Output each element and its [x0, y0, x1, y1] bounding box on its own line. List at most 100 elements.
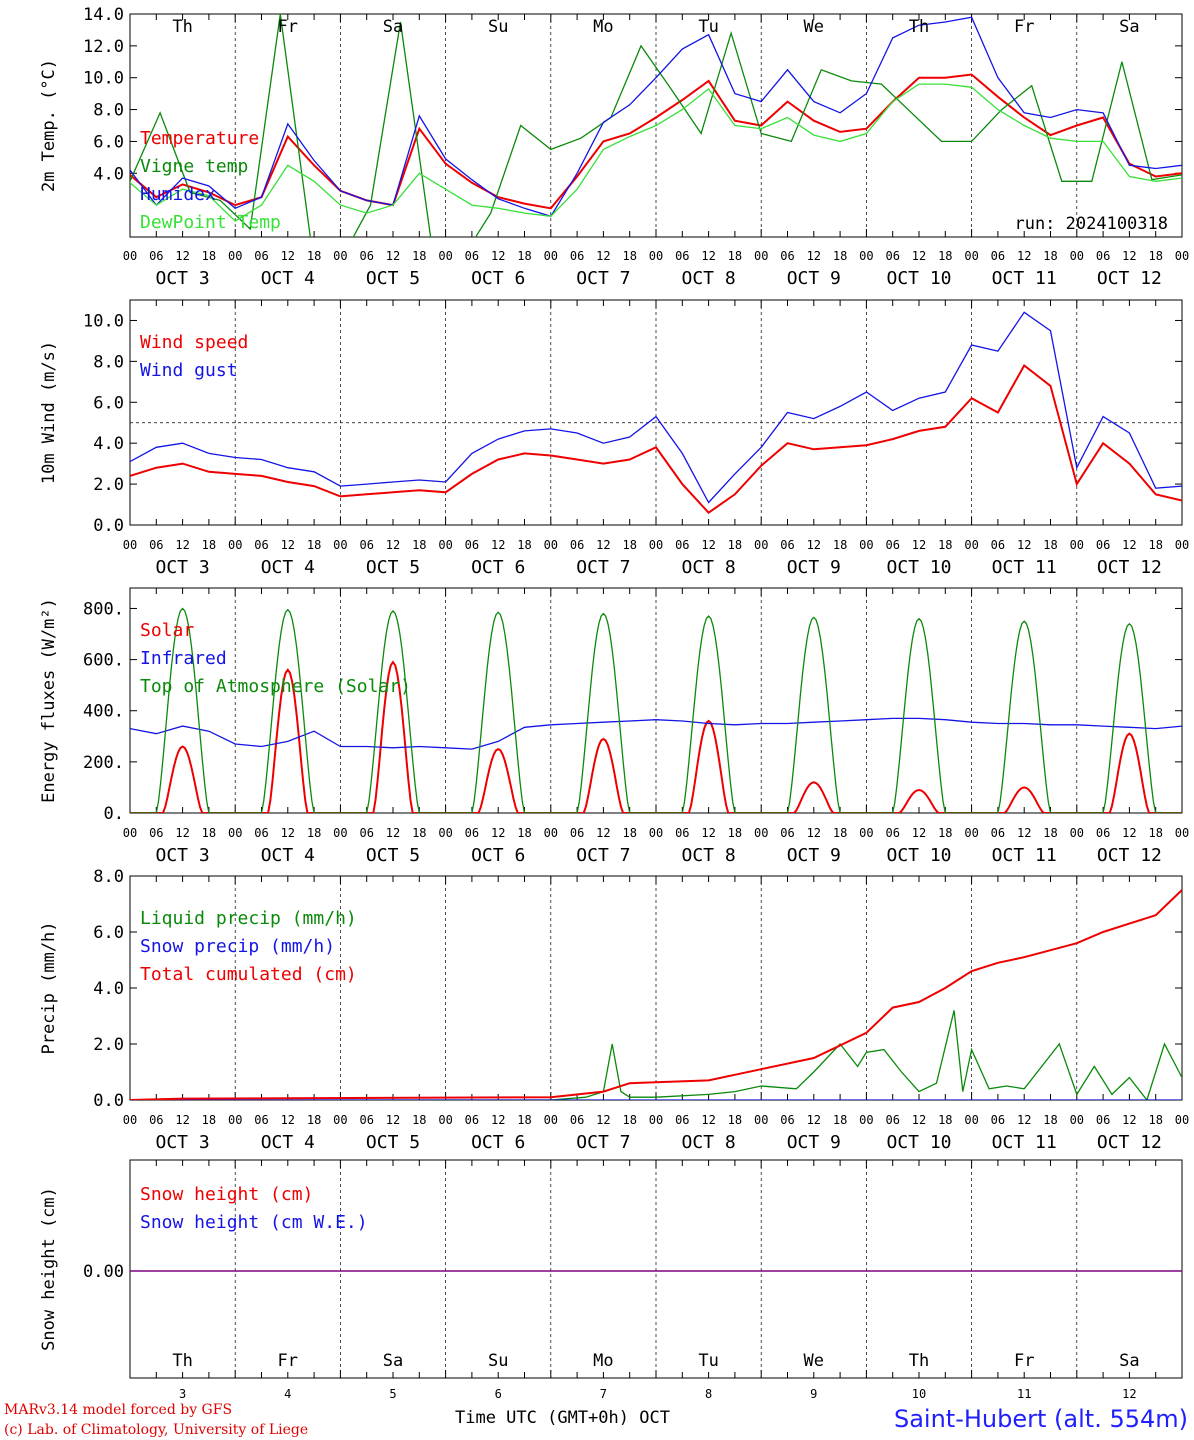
weekday-label: Sa: [1119, 17, 1139, 37]
hour-label: 00: [754, 826, 768, 840]
day-number: 10: [912, 1387, 926, 1401]
day-number: 6: [495, 1387, 502, 1401]
panel-2: 0.0 2.0 4.0 6.0 8.0 10.0 10m Wind (m/s) Wind sp…: [39, 299, 1189, 578]
hour-label: 12: [1017, 538, 1031, 552]
hour-label: 12: [807, 538, 821, 552]
y-tick-label: 6.0: [93, 132, 124, 152]
day-number: 12: [1122, 1387, 1136, 1401]
hour-label: 00: [859, 1113, 873, 1127]
hour-label: 00: [1070, 1113, 1084, 1127]
hour-label: 12: [386, 1113, 400, 1127]
series-total-cumulated-cm-: [130, 889, 1182, 1100]
weekday-label: Sa: [1119, 1351, 1139, 1371]
hour-label: 06: [465, 538, 479, 552]
date-label: OCT 3: [156, 268, 210, 289]
hour-label: 12: [281, 249, 295, 263]
date-label: OCT 6: [471, 845, 525, 866]
hour-label: 18: [202, 538, 216, 552]
date-label: OCT 5: [366, 1132, 420, 1153]
hour-label: 00: [228, 249, 242, 263]
hour-label: 18: [202, 1113, 216, 1127]
run-annotation: run: 2024100318: [1014, 214, 1168, 234]
legend-entry: Humidex: [140, 184, 216, 205]
hour-label: 00: [333, 1113, 347, 1127]
hour-label: 00: [859, 538, 873, 552]
series-wind-speed: [130, 363, 1182, 515]
y-tick-label: 12.0: [83, 37, 124, 57]
hour-label: 06: [254, 1113, 268, 1127]
hour-label: 00: [964, 538, 978, 552]
hour-label: 12: [1122, 1113, 1136, 1127]
hour-label: 06: [991, 1113, 1005, 1127]
hour-label: 00: [544, 249, 558, 263]
weekday-label: Fr: [1014, 1351, 1034, 1371]
hour-label: 06: [149, 1113, 163, 1127]
hour-label: 00: [859, 249, 873, 263]
hour-label: 18: [202, 249, 216, 263]
date-label: OCT 4: [261, 845, 315, 866]
date-label: OCT 10: [886, 845, 951, 866]
hour-label: 06: [991, 249, 1005, 263]
hour-label: 00: [1070, 538, 1084, 552]
hour-label: 12: [175, 826, 189, 840]
hour-label: 12: [491, 538, 505, 552]
hour-label: 12: [386, 826, 400, 840]
hour-label: 12: [491, 249, 505, 263]
y-axis-label: Snow height (cm): [39, 1187, 59, 1351]
date-label: OCT 7: [576, 557, 630, 578]
hour-label: 18: [833, 249, 847, 263]
hour-label: 06: [885, 249, 899, 263]
hour-label: 00: [1070, 249, 1084, 263]
legend-entry: Top of Atmosphere (Solar): [140, 676, 411, 697]
legend-entry: Wind speed: [140, 332, 248, 353]
hour-label: 00: [1175, 1113, 1189, 1127]
date-label: OCT 12: [1097, 557, 1162, 578]
hour-label: 00: [438, 538, 452, 552]
weekday-label: Sa: [383, 1351, 403, 1371]
station-name: Saint-Hubert (alt. 554m): [894, 1405, 1188, 1433]
hour-label: 06: [885, 826, 899, 840]
hour-label: 18: [728, 1113, 742, 1127]
hour-label: 12: [912, 538, 926, 552]
hour-label: 12: [912, 826, 926, 840]
hour-label: 12: [912, 249, 926, 263]
day-number: 11: [1017, 1387, 1031, 1401]
series-liquid-precip-mm-h-: [130, 1010, 1182, 1100]
date-label: OCT 4: [261, 268, 315, 289]
hour-label: 18: [412, 538, 426, 552]
hour-label: 00: [438, 249, 452, 263]
weekday-label: Fr: [278, 17, 298, 37]
hour-label: 12: [1122, 538, 1136, 552]
hour-label: 06: [570, 826, 584, 840]
weekday-label: Th: [172, 17, 192, 37]
hour-label: 00: [859, 826, 873, 840]
weekday-label: Mo: [593, 17, 613, 37]
hour-label: 06: [675, 1113, 689, 1127]
date-label: OCT 12: [1097, 268, 1162, 289]
hour-label: 12: [491, 826, 505, 840]
series-humidex: [130, 16, 1182, 218]
hour-label: 06: [465, 1113, 479, 1127]
hour-label: 18: [1043, 826, 1057, 840]
hour-label: 12: [281, 538, 295, 552]
hour-label: 18: [938, 1113, 952, 1127]
hour-label: 06: [149, 249, 163, 263]
hour-label: 06: [254, 826, 268, 840]
hour-label: 06: [149, 538, 163, 552]
hour-label: 12: [807, 826, 821, 840]
hour-label: 00: [123, 826, 137, 840]
hour-label: 12: [281, 1113, 295, 1127]
series-dewpoint-temp: [130, 83, 1182, 222]
hour-label: 06: [780, 826, 794, 840]
series-wind-gust: [130, 311, 1182, 504]
y-tick-label: 10.0: [83, 69, 124, 89]
y-tick-label: 800.: [83, 599, 124, 619]
hour-label: 12: [701, 1113, 715, 1127]
hour-label: 00: [754, 249, 768, 263]
date-label: OCT 10: [886, 1132, 951, 1153]
legend-entry: Snow height (cm W.E.): [140, 1212, 368, 1233]
y-tick-label: 8.0: [93, 867, 124, 887]
hour-label: 00: [1175, 249, 1189, 263]
date-label: OCT 9: [787, 268, 841, 289]
